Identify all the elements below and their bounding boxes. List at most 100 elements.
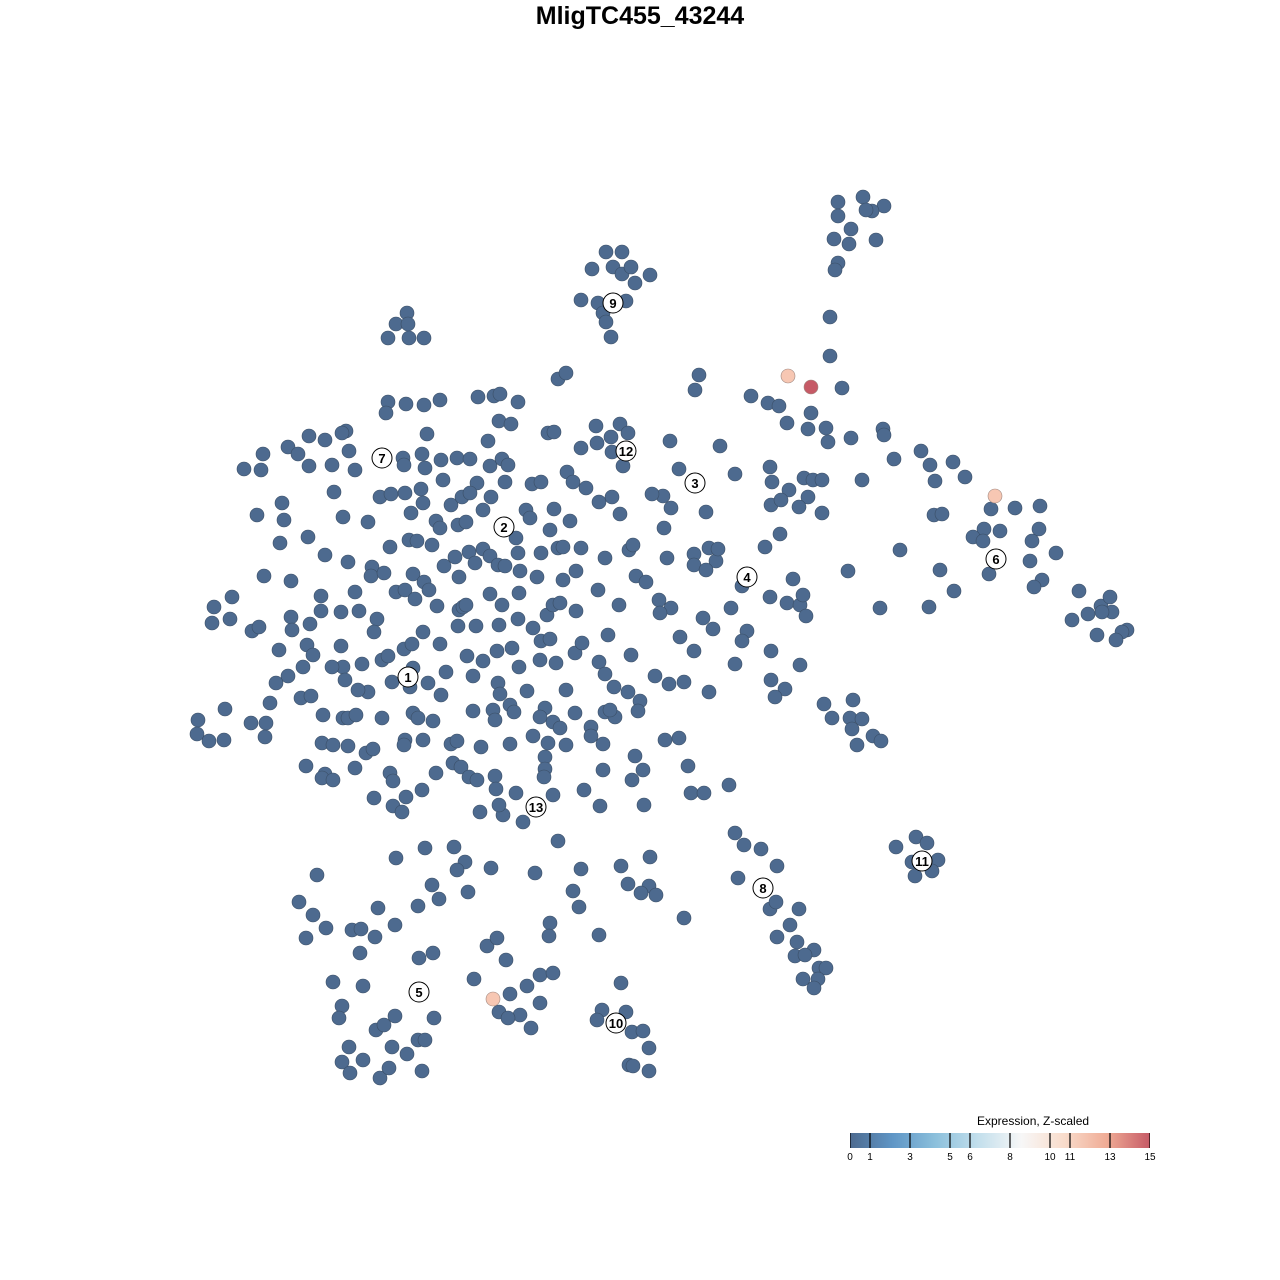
cluster-label-text: 6 bbox=[992, 552, 999, 567]
data-point bbox=[636, 797, 652, 813]
data-point bbox=[558, 682, 574, 698]
cluster-label: 3 bbox=[684, 472, 706, 494]
cluster-label-badge bbox=[525, 796, 547, 818]
data-point bbox=[433, 687, 449, 703]
data-point bbox=[723, 600, 739, 616]
data-point bbox=[301, 458, 317, 474]
data-point bbox=[975, 533, 991, 549]
data-point bbox=[873, 733, 889, 749]
data-point bbox=[303, 688, 319, 704]
data-point bbox=[527, 865, 543, 881]
data-point bbox=[652, 605, 668, 621]
data-point bbox=[519, 978, 535, 994]
data-point bbox=[822, 348, 838, 364]
data-point bbox=[533, 545, 549, 561]
data-point bbox=[806, 980, 822, 996]
data-point bbox=[380, 330, 396, 346]
data-point bbox=[355, 1052, 371, 1068]
color-legend: Expression, Z-scaled 0 1 3 5 6 8 10 11 13 15 bbox=[840, 1114, 1170, 1174]
data-point bbox=[290, 446, 306, 462]
data-point bbox=[432, 636, 448, 652]
data-point bbox=[1032, 498, 1048, 514]
data-point bbox=[403, 505, 419, 521]
data-point bbox=[797, 947, 813, 963]
data-point bbox=[425, 713, 441, 729]
data-point bbox=[366, 624, 382, 640]
data-point bbox=[814, 505, 830, 521]
legend-tick-label: 13 bbox=[1104, 1152, 1116, 1163]
data-point bbox=[600, 627, 616, 643]
legend-tick-label: 3 bbox=[907, 1152, 913, 1163]
data-point bbox=[397, 582, 413, 598]
data-point bbox=[366, 790, 382, 806]
data-point bbox=[399, 1046, 415, 1062]
data-point bbox=[525, 728, 541, 744]
data-point bbox=[510, 545, 526, 561]
data-point bbox=[407, 591, 423, 607]
data-point bbox=[334, 998, 350, 1014]
data-point bbox=[844, 721, 860, 737]
data-point bbox=[552, 720, 568, 736]
cluster-label-text: 7 bbox=[378, 451, 385, 466]
data-point bbox=[515, 814, 531, 830]
data-point bbox=[384, 1039, 400, 1055]
data-point bbox=[394, 804, 410, 820]
data-point-high-expression bbox=[780, 368, 796, 384]
data-point bbox=[397, 485, 413, 501]
data-point bbox=[324, 659, 340, 675]
data-point bbox=[305, 907, 321, 923]
data-point bbox=[313, 603, 329, 619]
data-point bbox=[695, 610, 711, 626]
data-point bbox=[698, 504, 714, 520]
data-point bbox=[467, 555, 483, 571]
data-point bbox=[401, 330, 417, 346]
data-point bbox=[633, 885, 649, 901]
data-point bbox=[398, 789, 414, 805]
data-point bbox=[568, 563, 584, 579]
data-point bbox=[258, 715, 274, 731]
data-point bbox=[376, 565, 392, 581]
data-point bbox=[413, 481, 429, 497]
data-point bbox=[429, 598, 445, 614]
data-point bbox=[992, 523, 1008, 539]
data-point bbox=[337, 672, 353, 688]
data-point bbox=[519, 683, 535, 699]
data-point bbox=[510, 394, 526, 410]
data-point bbox=[426, 1010, 442, 1026]
cluster-label-badge bbox=[397, 666, 419, 688]
data-point bbox=[420, 675, 436, 691]
data-point bbox=[567, 645, 583, 661]
cluster-label: 6 bbox=[985, 548, 1007, 570]
data-point bbox=[376, 1017, 392, 1033]
data-point bbox=[512, 1007, 528, 1023]
data-point bbox=[475, 502, 491, 518]
data-point bbox=[451, 569, 467, 585]
data-point bbox=[734, 633, 750, 649]
data-point bbox=[253, 462, 269, 478]
data-point bbox=[791, 499, 807, 515]
data-point bbox=[284, 622, 300, 638]
data-point bbox=[469, 475, 485, 491]
data-point bbox=[624, 772, 640, 788]
data-point bbox=[854, 711, 870, 727]
data-point bbox=[635, 762, 651, 778]
data-point bbox=[367, 929, 383, 945]
data-point bbox=[676, 674, 692, 690]
data-point bbox=[333, 604, 349, 620]
data-point bbox=[672, 629, 688, 645]
data-point bbox=[620, 684, 636, 700]
data-point bbox=[768, 894, 784, 910]
data-point bbox=[398, 396, 414, 412]
legend-tick-label: 5 bbox=[947, 1152, 953, 1163]
data-point bbox=[552, 595, 568, 611]
data-point bbox=[680, 758, 696, 774]
data-point bbox=[381, 1060, 397, 1076]
cluster-label: 9 bbox=[602, 292, 624, 314]
data-point bbox=[500, 457, 516, 473]
data-point bbox=[525, 620, 541, 636]
data-point bbox=[536, 769, 552, 785]
data-point bbox=[405, 566, 421, 582]
data-point bbox=[589, 1012, 605, 1028]
data-point bbox=[280, 439, 296, 455]
